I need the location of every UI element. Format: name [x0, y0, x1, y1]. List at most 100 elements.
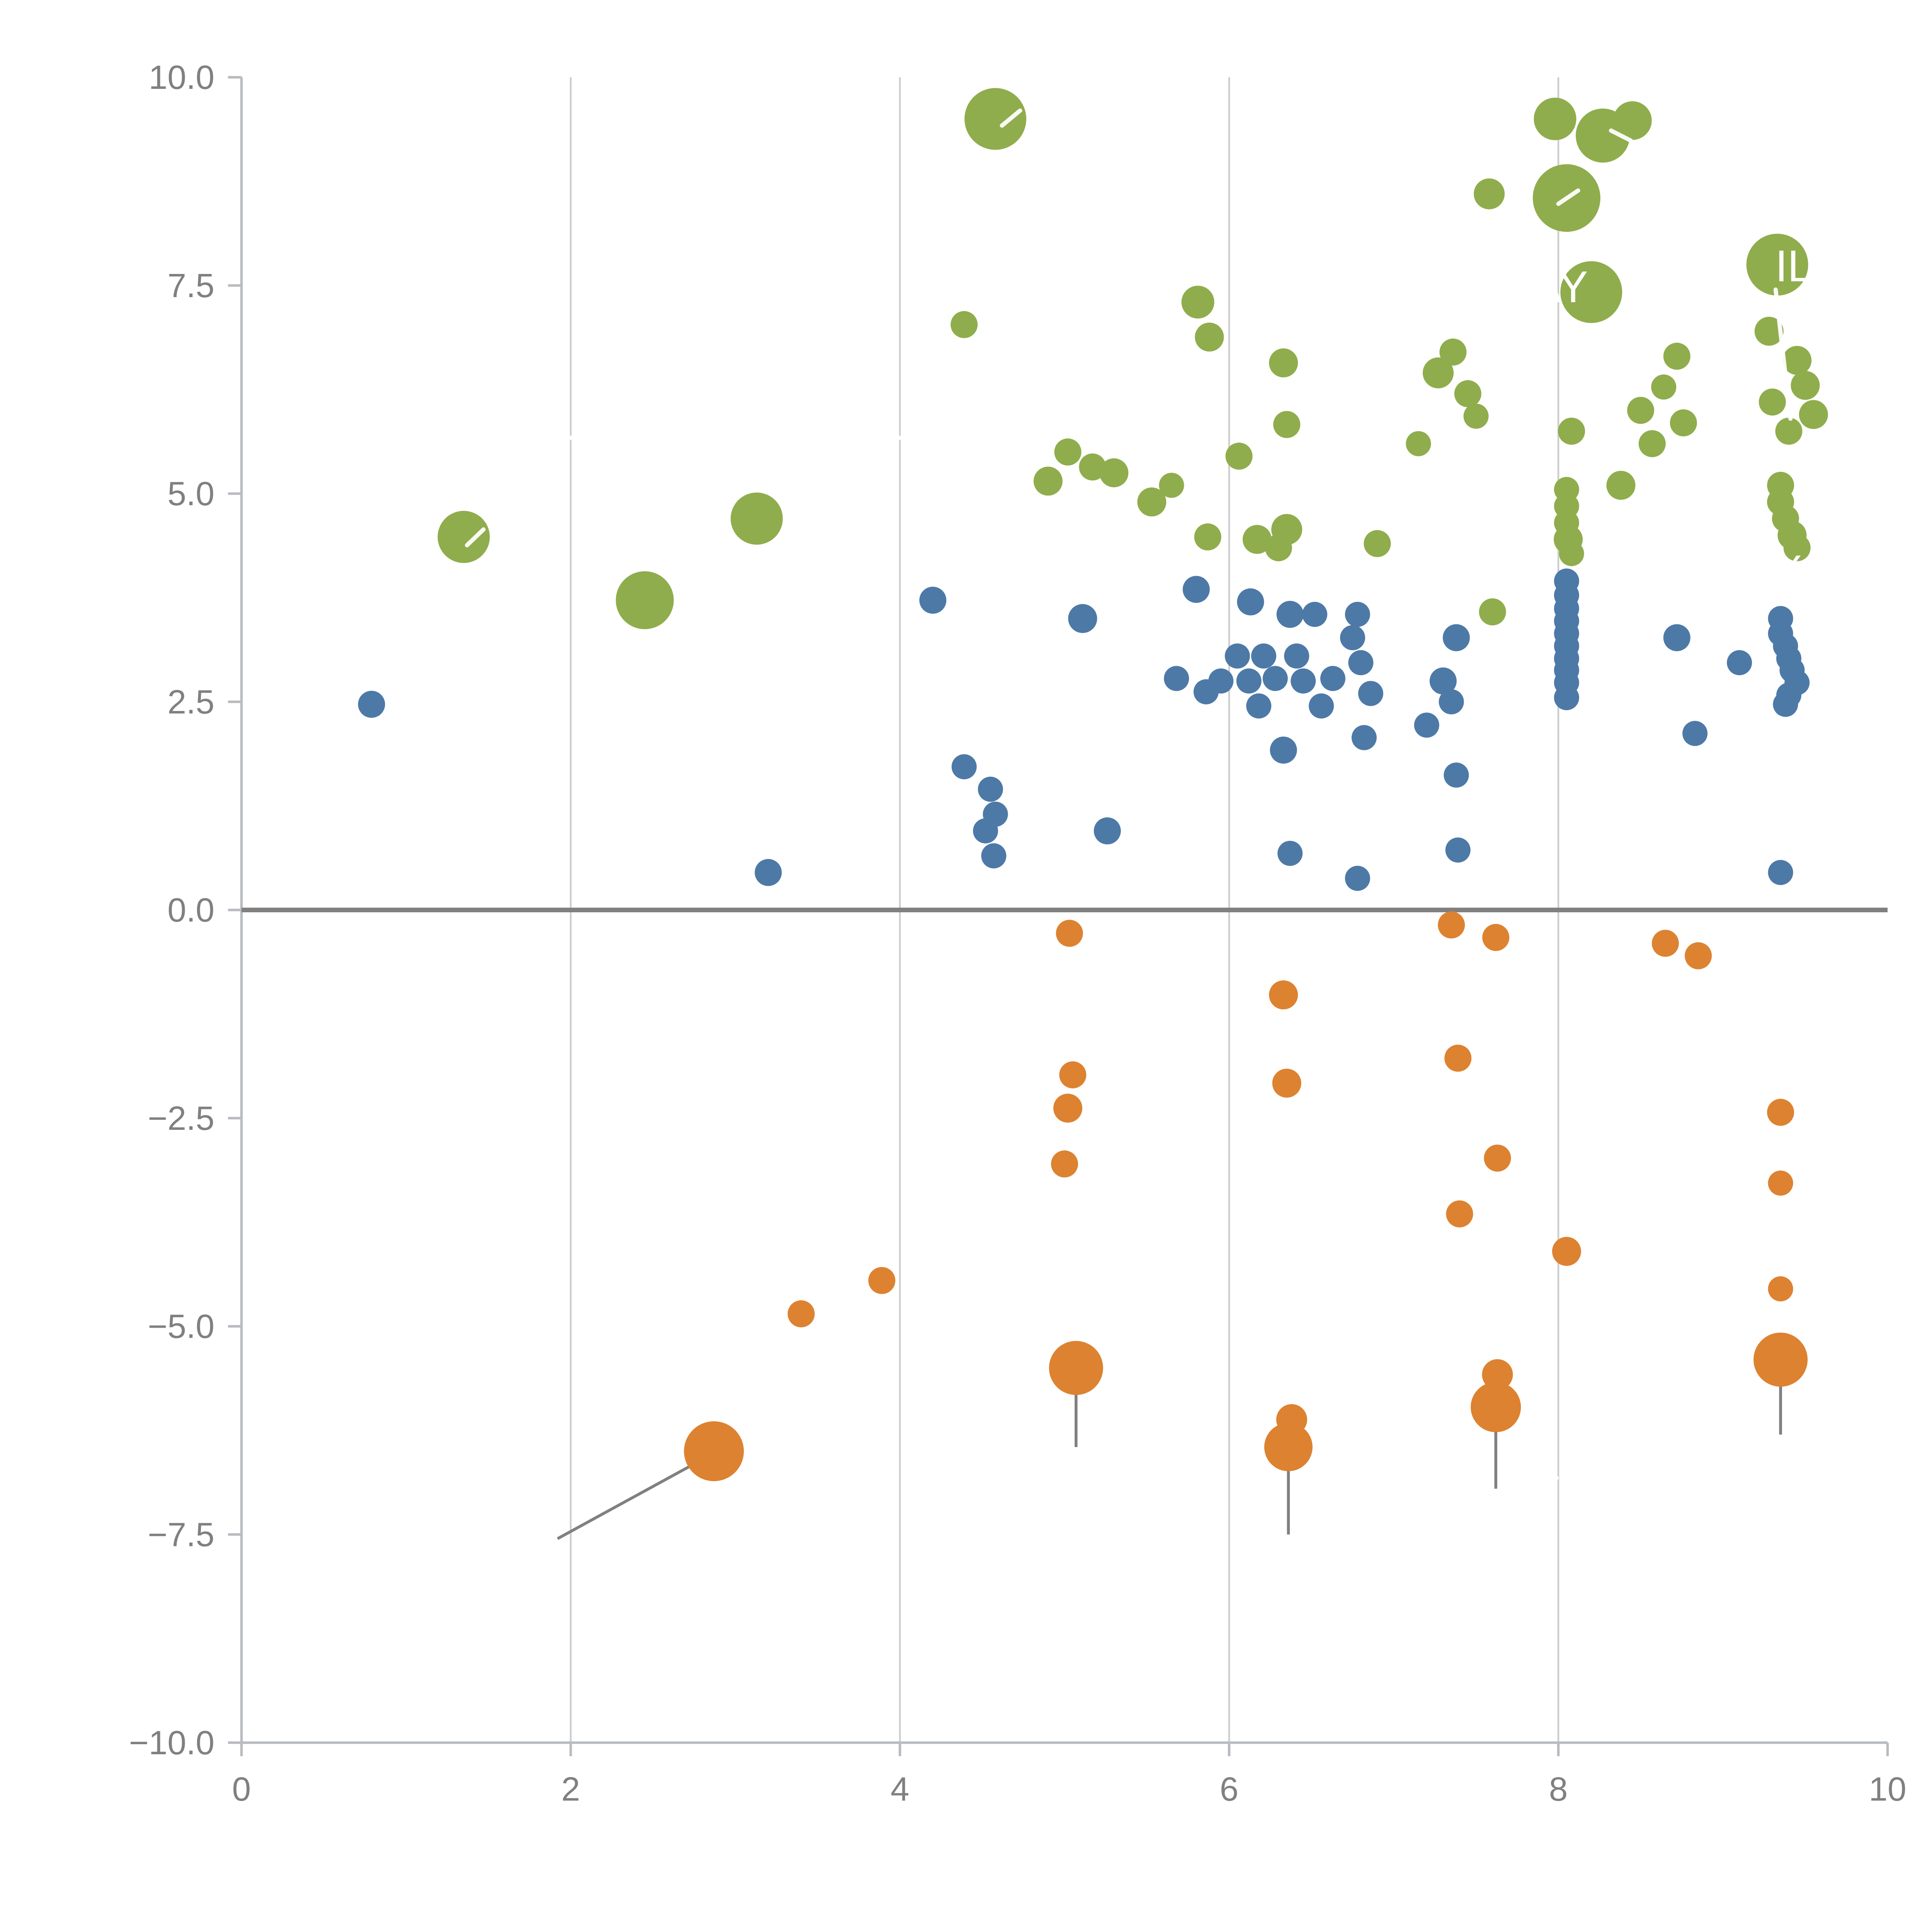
- data-point-orange: [1269, 980, 1298, 1010]
- data-point-orange: [1768, 1276, 1793, 1302]
- data-point-blue: [1345, 866, 1370, 891]
- data-point-green: [1194, 523, 1221, 551]
- data-point-green: [1225, 442, 1253, 470]
- data-point-blue: [1773, 692, 1798, 717]
- x-tick-label: 2: [561, 1770, 580, 1808]
- data-point-blue: [1276, 600, 1304, 628]
- data-point-green: [1463, 403, 1489, 429]
- data-point-green: [1759, 388, 1786, 416]
- x-tick-label: 0: [232, 1770, 251, 1808]
- white-mark: [1000, 108, 1022, 128]
- data-point-blue: [1340, 625, 1365, 650]
- data-point-green: [437, 511, 490, 563]
- data-point-blue: [1302, 602, 1328, 627]
- data-point-green: [1137, 487, 1167, 517]
- data-point-blue: [755, 859, 782, 886]
- data-point-green: [1364, 530, 1391, 557]
- data-point-orange: [1482, 924, 1510, 951]
- data-point-orange: [1056, 920, 1083, 947]
- white-mark: [465, 527, 486, 548]
- data-point-blue: [1270, 736, 1297, 764]
- data-point-blue: [981, 843, 1007, 869]
- data-point-green: [1627, 397, 1654, 424]
- y-tick-label: −10.0: [129, 1724, 214, 1762]
- data-point-orange: [684, 1421, 744, 1481]
- data-point-blue: [978, 777, 1003, 802]
- data-point-blue: [951, 754, 977, 779]
- data-point-green: [1439, 338, 1467, 366]
- data-point-green: [1746, 233, 1808, 296]
- y-tick-label: −5.0: [148, 1308, 214, 1345]
- data-point-orange: [1685, 942, 1712, 969]
- data-point-green: [1265, 534, 1292, 561]
- data-point-green: [1782, 346, 1812, 375]
- data-point-green: [1670, 409, 1697, 437]
- y-tick-label: −2.5: [148, 1099, 214, 1137]
- y-tick-label: 0.0: [167, 891, 214, 929]
- data-point-blue: [1236, 668, 1262, 694]
- data-point-green: [616, 571, 674, 629]
- data-point-orange: [1053, 1094, 1083, 1123]
- data-point-blue: [1682, 721, 1708, 746]
- data-point-blue: [973, 818, 998, 844]
- data-point-orange: [1272, 1068, 1301, 1098]
- data-point-green: [1079, 453, 1106, 481]
- data-point-blue: [1164, 666, 1189, 691]
- data-point-blue: [1768, 860, 1793, 885]
- data-point-orange: [787, 1300, 815, 1328]
- data-point-blue: [1182, 576, 1210, 603]
- series-green: [437, 88, 1828, 629]
- data-point-blue: [1439, 689, 1464, 714]
- y-tick-label: −7.5: [148, 1515, 214, 1553]
- data-point-green: [730, 492, 783, 545]
- data-point-orange: [1753, 1332, 1808, 1387]
- annotation-label: IL: [1775, 242, 1812, 291]
- data-point-blue: [1291, 668, 1316, 694]
- annotation-label: KAY: [1502, 262, 1588, 312]
- data-point-green: [951, 311, 978, 338]
- data-point-blue: [1442, 624, 1470, 651]
- data-point-green: [1423, 357, 1454, 389]
- data-point-green: [1099, 458, 1129, 488]
- data-point-blue: [1445, 837, 1471, 863]
- data-point-orange: [1767, 1099, 1794, 1126]
- whisker-line: [557, 1460, 700, 1540]
- annotation-label: X: [1775, 547, 1802, 592]
- x-tick-label: 8: [1549, 1770, 1568, 1808]
- data-point-green: [1033, 466, 1063, 496]
- data-point-green: [1558, 417, 1585, 445]
- data-point-green: [1638, 430, 1666, 457]
- data-point-blue: [1225, 643, 1250, 669]
- y-tick-label: 2.5: [167, 683, 214, 721]
- data-point-orange: [1049, 1341, 1103, 1395]
- data-point-blue: [358, 690, 385, 718]
- data-point-green: [1754, 316, 1784, 346]
- data-point-blue: [1444, 762, 1469, 788]
- data-point-blue: [1208, 668, 1234, 694]
- data-point-orange: [1768, 1170, 1793, 1196]
- data-point-blue: [1663, 624, 1690, 651]
- data-point-green: [1054, 438, 1082, 466]
- data-point-orange: [1059, 1061, 1087, 1088]
- data-point-blue: [1554, 685, 1579, 710]
- data-point-blue: [1262, 666, 1288, 691]
- data-point-blue: [1068, 604, 1097, 633]
- data-point-green: [1791, 371, 1820, 400]
- y-tick-label: 10.0: [149, 58, 214, 96]
- data-point-blue: [1251, 643, 1276, 669]
- data-point-orange: [1446, 1200, 1473, 1228]
- data-point-green: [964, 88, 1027, 150]
- data-point-green: [1606, 471, 1636, 500]
- x-axis: 0 2 4 6 8 10: [232, 1743, 1906, 1808]
- data-point-blue: [1727, 650, 1752, 675]
- data-point-orange: [1651, 930, 1679, 957]
- data-point-green: [1651, 374, 1677, 400]
- data-point-green: [1559, 541, 1584, 566]
- data-point-blue: [1320, 666, 1345, 691]
- data-point-orange: [1444, 1044, 1472, 1072]
- data-point-green: [1159, 473, 1184, 498]
- data-point-green: [1181, 286, 1214, 319]
- data-point-green: [1799, 400, 1828, 429]
- y-axis: 10.0 7.5 5.0 2.5 0.0 −2.5 −5.0 −7.5 −10.0: [129, 58, 242, 1762]
- white-mark: [1609, 128, 1633, 143]
